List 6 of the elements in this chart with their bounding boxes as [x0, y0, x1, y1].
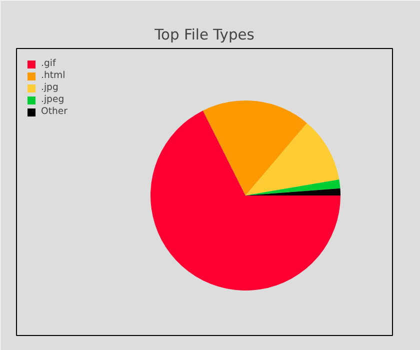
legend-label: .jpg	[41, 82, 60, 93]
legend-label: .gif	[41, 58, 57, 69]
chart-title: Top File Types	[154, 26, 254, 44]
legend-label: .jpeg	[41, 94, 64, 105]
legend-label: .html	[41, 70, 66, 81]
legend-label: Other	[41, 106, 68, 117]
